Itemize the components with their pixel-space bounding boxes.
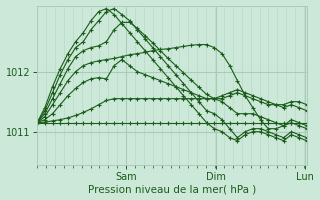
X-axis label: Pression niveau de la mer( hPa ): Pression niveau de la mer( hPa ) [88, 184, 256, 194]
